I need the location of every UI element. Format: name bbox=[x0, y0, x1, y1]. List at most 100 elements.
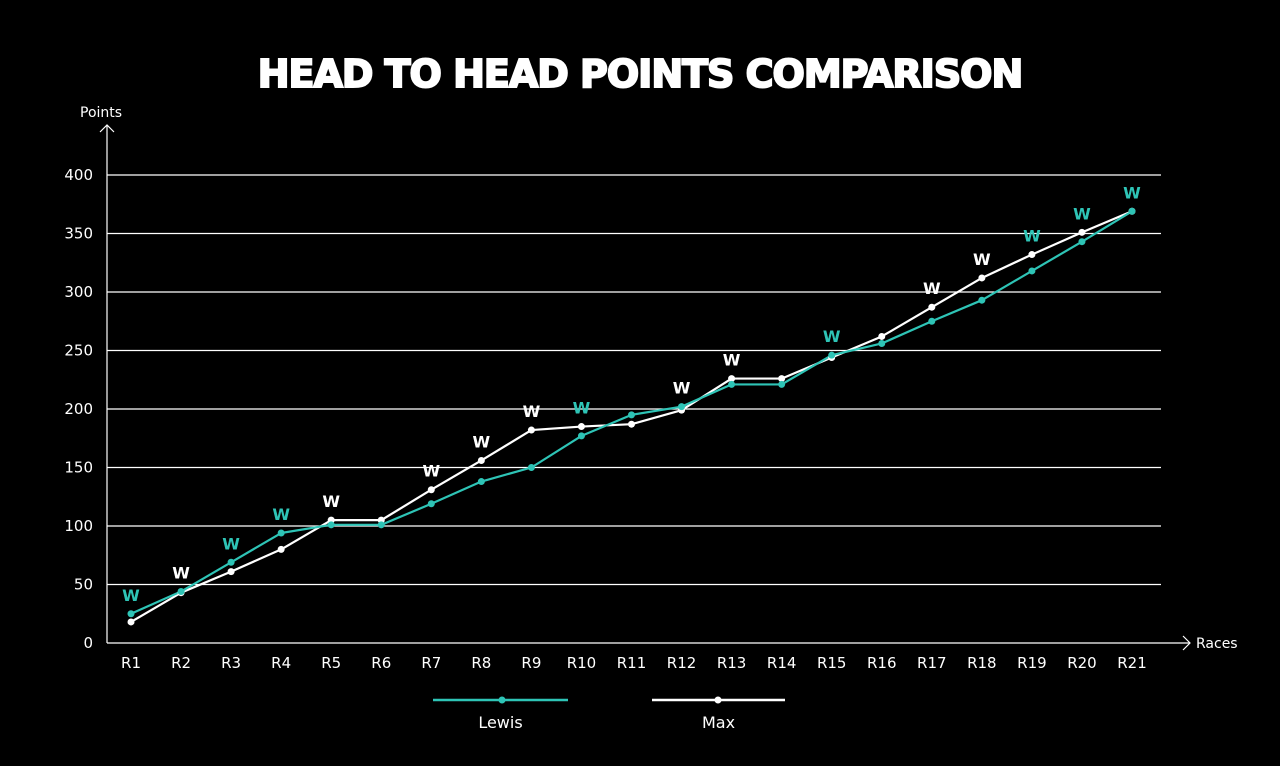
x-tick-label: R1 bbox=[121, 654, 141, 672]
win-marker-max: W bbox=[923, 279, 941, 298]
win-marker-lewis: W bbox=[1073, 204, 1091, 223]
legend-label-lewis: Lewis bbox=[478, 713, 523, 732]
win-marker-max: W bbox=[673, 379, 691, 398]
x-tick-label: R16 bbox=[867, 654, 897, 672]
x-tick-label: R18 bbox=[967, 654, 997, 672]
data-point-max bbox=[1028, 251, 1036, 259]
x-tick-label: R17 bbox=[917, 654, 947, 672]
data-point-max bbox=[527, 426, 535, 434]
data-point-lewis bbox=[1028, 267, 1036, 275]
data-point-lewis bbox=[527, 464, 535, 471]
legend-label-max: Max bbox=[701, 713, 736, 732]
win-marker-lewis: W bbox=[222, 534, 240, 553]
legend-swatch-lewis bbox=[433, 696, 568, 704]
x-tick-label: R8 bbox=[471, 654, 491, 672]
x-tick-label: R20 bbox=[1067, 654, 1097, 672]
data-point-lewis bbox=[778, 380, 786, 388]
axes bbox=[99, 124, 1191, 651]
series-points bbox=[127, 207, 1136, 626]
gridlines bbox=[107, 174, 1161, 586]
data-point-max bbox=[127, 618, 135, 626]
x-tick-label: R12 bbox=[667, 654, 697, 672]
data-point-lewis bbox=[427, 500, 435, 508]
data-point-lewis bbox=[327, 521, 335, 529]
win-marker-lewis: W bbox=[272, 505, 290, 524]
data-point-lewis bbox=[227, 558, 235, 566]
y-axis-label: Points bbox=[80, 105, 122, 121]
data-point-max bbox=[628, 420, 635, 428]
x-tick-labels: R1 R2 R3 R4 R5 R6 R7 R8 R9 R10 R11 R12 R13 R14 R15 R16 R… bbox=[121, 654, 1147, 672]
data-point-lewis bbox=[628, 411, 635, 419]
x-axis-arrow-icon bbox=[1182, 635, 1191, 651]
x-tick-label: R7 bbox=[421, 654, 441, 672]
data-point-lewis bbox=[1078, 238, 1086, 246]
y-tick-label: 0 bbox=[83, 634, 93, 652]
data-point-lewis bbox=[477, 478, 485, 486]
win-marker-lewis: W bbox=[1123, 183, 1141, 202]
data-point-lewis bbox=[177, 588, 185, 596]
y-axis-arrow-icon bbox=[99, 124, 115, 133]
y-tick-labels: 0 50 100 150 200 250 300 350 400 bbox=[64, 166, 93, 652]
data-point-max bbox=[427, 486, 435, 494]
data-point-lewis bbox=[928, 317, 936, 325]
win-marker-lewis: W bbox=[122, 586, 140, 605]
x-tick-label: R13 bbox=[717, 654, 747, 672]
data-point-max bbox=[1078, 228, 1086, 236]
x-tick-label: R6 bbox=[371, 654, 391, 672]
data-point-lewis bbox=[728, 380, 736, 388]
data-point-lewis bbox=[878, 339, 886, 347]
x-tick-label: R11 bbox=[617, 654, 647, 672]
win-marker-lewis: W bbox=[573, 399, 591, 418]
x-tick-label: R5 bbox=[321, 654, 341, 672]
y-tick-label: 250 bbox=[64, 342, 93, 360]
y-tick-label: 150 bbox=[64, 459, 93, 477]
win-marker-max: W bbox=[322, 492, 340, 511]
data-point-max bbox=[277, 545, 285, 553]
x-tick-label: R3 bbox=[221, 654, 241, 672]
win-marker-max: W bbox=[473, 432, 491, 451]
data-point-max bbox=[978, 274, 986, 282]
x-tick-label: R2 bbox=[171, 654, 191, 672]
data-point-lewis bbox=[127, 610, 135, 618]
y-tick-label: 400 bbox=[64, 166, 93, 184]
data-point-lewis bbox=[1128, 207, 1136, 215]
legend-item-max: Max bbox=[652, 695, 785, 732]
x-tick-label: R21 bbox=[1117, 654, 1147, 672]
win-markers: W W W W W W W W W W W W W W W W W bbox=[122, 183, 1141, 604]
data-point-max bbox=[477, 456, 485, 464]
data-point-max bbox=[728, 375, 736, 383]
x-axis-label: Races bbox=[1196, 636, 1238, 652]
win-marker-max: W bbox=[172, 564, 190, 583]
win-marker-lewis: W bbox=[1023, 227, 1041, 246]
x-tick-label: R19 bbox=[1017, 654, 1047, 672]
data-point-lewis bbox=[377, 521, 385, 529]
x-tick-label: R9 bbox=[521, 654, 541, 672]
win-marker-max: W bbox=[422, 462, 440, 481]
x-tick-label: R15 bbox=[817, 654, 847, 672]
x-tick-label: R14 bbox=[767, 654, 797, 672]
x-tick-label: R4 bbox=[271, 654, 291, 672]
data-point-max bbox=[577, 423, 585, 431]
legend-item-lewis: Lewis bbox=[433, 695, 568, 732]
data-point-lewis bbox=[978, 296, 986, 304]
chart-title: HEAD TO HEAD POINTS COMPARISON bbox=[257, 51, 1025, 97]
data-point-lewis bbox=[577, 432, 585, 440]
legend-swatch-max bbox=[652, 696, 785, 704]
y-tick-label: 300 bbox=[64, 283, 93, 301]
data-point-max bbox=[878, 332, 886, 340]
win-marker-max: W bbox=[723, 351, 741, 370]
data-point-max bbox=[778, 375, 786, 383]
data-point-lewis bbox=[277, 529, 285, 537]
data-point-lewis bbox=[678, 403, 686, 411]
win-marker-lewis: W bbox=[823, 327, 841, 346]
x-tick-label: R10 bbox=[567, 654, 597, 672]
data-point-max bbox=[227, 568, 235, 576]
y-tick-label: 50 bbox=[74, 576, 93, 594]
data-point-max bbox=[928, 303, 936, 311]
data-point-lewis bbox=[828, 351, 836, 359]
win-marker-max: W bbox=[523, 402, 541, 421]
y-tick-label: 100 bbox=[64, 517, 93, 535]
y-tick-label: 200 bbox=[64, 400, 93, 418]
y-tick-label: 350 bbox=[64, 225, 93, 243]
